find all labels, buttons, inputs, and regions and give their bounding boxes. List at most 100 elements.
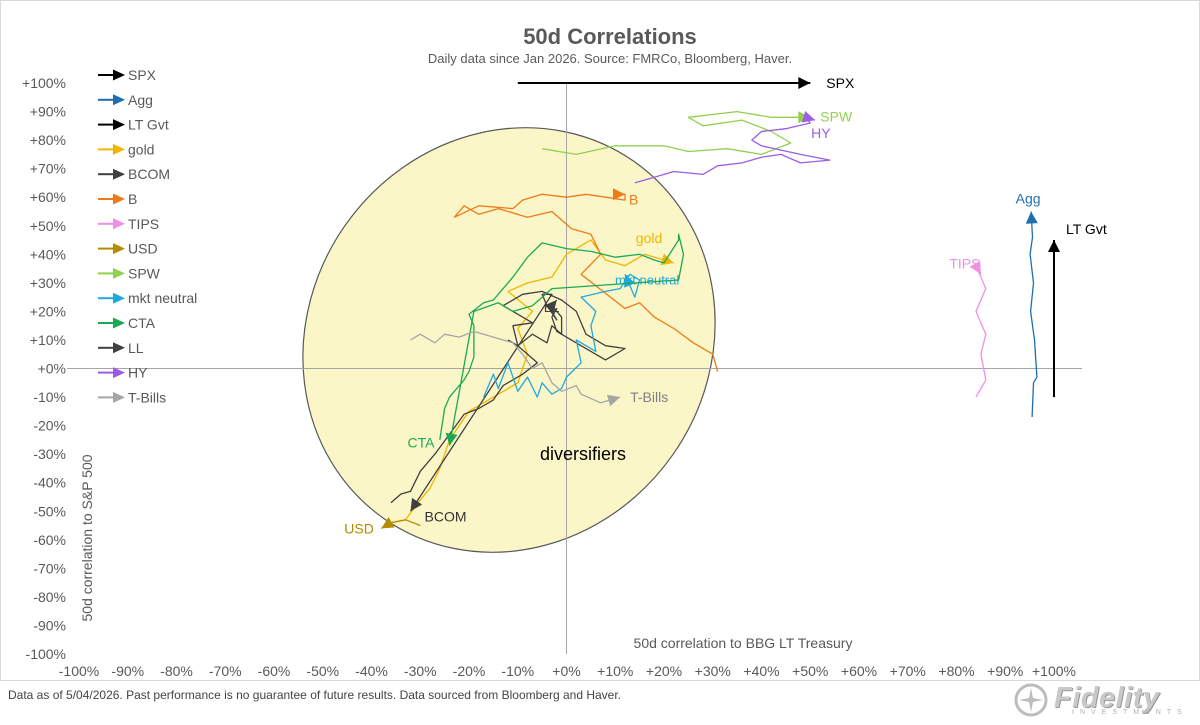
legend-label: USD <box>128 241 158 257</box>
x-tick-label: +20% <box>646 663 682 679</box>
footnote: Data as of 5/04/2026. Past performance i… <box>8 688 622 702</box>
legend-label: T-Bills <box>128 389 166 405</box>
legend-label: gold <box>128 141 154 157</box>
legend-item-cta: CTA <box>98 315 156 331</box>
hy-arrowhead <box>801 111 816 123</box>
legend-label: HY <box>128 365 148 381</box>
tips-arrowhead <box>969 260 981 275</box>
legend-label: mkt neutral <box>128 290 197 306</box>
y-tick-label: -80% <box>33 589 66 605</box>
y-tick-label: -90% <box>33 617 66 633</box>
cta-path <box>439 233 685 446</box>
b-arrowhead <box>613 188 625 201</box>
x-tick-label: +0% <box>552 663 580 679</box>
x-axis-label: 50d correlation to BBG LT Treasury <box>634 635 853 651</box>
legend-arrow-icon <box>113 193 125 205</box>
legend-item-t-bills: T-Bills <box>98 389 166 405</box>
legend-label: SPX <box>128 67 157 83</box>
tips-label: TIPS <box>949 255 980 271</box>
axes: -100% -90% -80% -70% -60% -50% -40% -30% -20% -10… <box>22 75 1082 679</box>
series-spx: SPX <box>517 75 855 91</box>
y-tick-label: +100% <box>22 75 66 91</box>
x-tick-label: -60% <box>258 663 291 679</box>
y-tick-label: -60% <box>33 532 66 548</box>
series-layer: SPX Agg LT Gvt gold BCOM B TIPS USD SPW mkt neutr… <box>344 75 1107 536</box>
b-path <box>453 193 719 372</box>
x-tick-label: -70% <box>209 663 242 679</box>
bcom-path <box>390 290 626 512</box>
x-tick-label: +100% <box>1032 663 1076 679</box>
y-tick-label: -20% <box>33 418 66 434</box>
legend-item-b: B <box>98 191 137 207</box>
series-agg: Agg <box>1016 191 1041 418</box>
x-tick-label: +90% <box>987 663 1023 679</box>
x-tick-label: -20% <box>453 663 486 679</box>
y-tick-label: +80% <box>30 132 66 148</box>
x-tick-label: -80% <box>160 663 193 679</box>
agg-label: Agg <box>1016 191 1041 207</box>
series-bcom: BCOM <box>390 290 626 524</box>
y-tick-label: -70% <box>33 560 66 576</box>
mkt-neutral-arrowhead <box>624 274 636 288</box>
x-tick-label: -90% <box>111 663 144 679</box>
y-tick-label: -50% <box>33 503 66 519</box>
legend-arrow-icon <box>113 391 125 403</box>
agg-path <box>1029 211 1038 418</box>
spx-label: SPX <box>826 75 855 91</box>
y-tick-label: +10% <box>30 332 66 348</box>
legend-item-spx: SPX <box>98 67 157 83</box>
usd-label: USD <box>344 520 374 536</box>
cta-arrowhead <box>445 432 458 446</box>
usd-arrowhead <box>381 517 395 529</box>
legend-label: SPW <box>128 265 161 281</box>
y-tick-label: +40% <box>30 246 66 262</box>
mkt-neutral-label: mkt neutral <box>615 272 679 287</box>
t-bills-arrowhead <box>606 394 621 407</box>
logo-wordmark: Fidelity <box>1054 682 1160 714</box>
legend-item-agg: Agg <box>98 92 153 108</box>
x-tick-label: -30% <box>404 663 437 679</box>
x-tick-label: +30% <box>695 663 731 679</box>
series-ll: LL <box>507 299 563 347</box>
t-bills-path <box>410 330 621 404</box>
t-bills-label: T-Bills <box>630 389 668 405</box>
x-tick-label: -10% <box>501 663 534 679</box>
legend-arrow-icon <box>113 143 125 155</box>
y-tick-label: +60% <box>30 189 66 205</box>
x-tick-label: -100% <box>59 663 99 679</box>
chart-title: 50d Correlations <box>523 24 697 49</box>
legend-arrow-icon <box>113 317 125 329</box>
legend-label: Agg <box>128 92 153 108</box>
legend-label: B <box>128 191 137 207</box>
y-tick-label: +50% <box>30 218 66 234</box>
lt-gvt-label: LT Gvt <box>1066 221 1107 237</box>
gold-label: gold <box>636 230 662 246</box>
x-tick-label: +40% <box>743 663 779 679</box>
hy-label: HY <box>811 125 831 141</box>
x-tick-label: +50% <box>792 663 828 679</box>
x-tick-label: +80% <box>938 663 974 679</box>
legend-item-spw: SPW <box>98 265 161 281</box>
agg-arrowhead <box>1025 211 1038 224</box>
annotation-diversifiers: diversifiers <box>540 444 626 464</box>
x-tick-label: -50% <box>306 663 339 679</box>
bcom-arrowhead <box>410 497 423 512</box>
spx-arrowhead <box>798 77 811 89</box>
fidelity-logo: Fidelity INVESTMENTS <box>1014 682 1194 718</box>
ll-label: LL <box>544 299 560 315</box>
logo-subtext: INVESTMENTS <box>1072 709 1188 716</box>
y-tick-label: +0% <box>38 361 66 377</box>
legend-arrow-icon <box>113 292 125 304</box>
y-tick-label: -10% <box>33 389 66 405</box>
series-t-bills: T-Bills <box>410 330 668 407</box>
series-b: B <box>453 188 719 372</box>
legend-label: LT Gvt <box>128 117 169 133</box>
spw-path <box>541 110 811 156</box>
x-tick-label: +10% <box>597 663 633 679</box>
legend-item-bcom: BCOM <box>98 166 170 182</box>
legend-arrow-icon <box>113 69 125 81</box>
legend-item-ll: LL <box>98 340 144 356</box>
legend-item-tips: TIPS <box>98 216 159 232</box>
